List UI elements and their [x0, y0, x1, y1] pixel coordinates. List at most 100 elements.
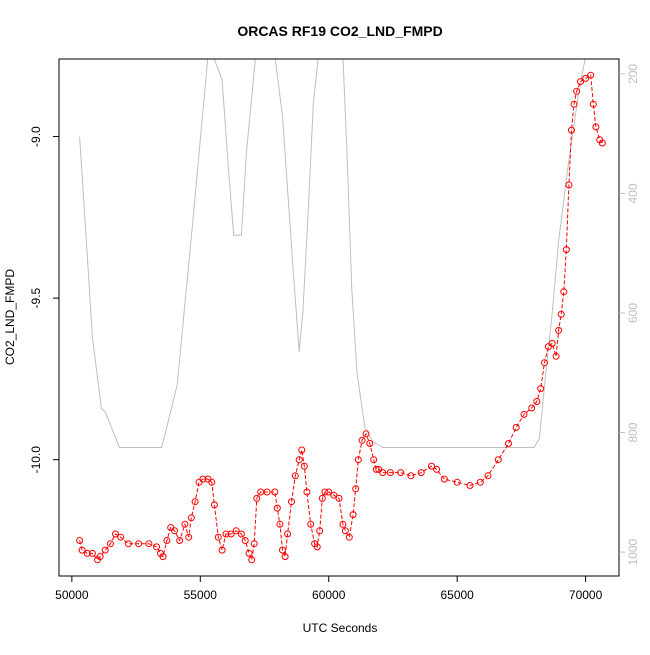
- y2-axis: 200 400 600 800 1000: [619, 64, 640, 565]
- data-point: [250, 540, 258, 548]
- data-point: [466, 482, 474, 489]
- data-point: [303, 488, 311, 496]
- data-point: [330, 491, 338, 499]
- data-point: [453, 478, 461, 486]
- data-point: [318, 494, 326, 502]
- x-axis-label: UTC Seconds: [303, 621, 378, 635]
- data-point: [565, 181, 573, 189]
- data-point: [520, 410, 528, 418]
- data-point: [339, 520, 347, 528]
- data-point: [552, 352, 560, 360]
- y-tick-label: -9.0: [29, 126, 43, 147]
- data-point: [494, 456, 502, 464]
- y-axis: -10.0 -9.5 -9.0: [29, 126, 59, 473]
- data-point: [505, 440, 512, 447]
- data-point: [181, 520, 189, 528]
- y-tick-label: -9.5: [29, 287, 43, 308]
- data-point: [232, 527, 240, 535]
- data-point: [241, 537, 249, 544]
- data-point: [548, 339, 556, 347]
- data-point: [440, 475, 448, 483]
- data-point: [112, 530, 119, 538]
- secondary-series-line: [79, 59, 586, 448]
- chart-title: ORCAS RF19 CO2_LND_FMPD: [237, 23, 442, 39]
- data-point: [227, 530, 235, 538]
- main-series-layer: [76, 71, 606, 564]
- data-point: [379, 469, 387, 477]
- y2-tick-label: 400: [626, 183, 640, 203]
- y2-tick-label: 1000: [626, 538, 640, 565]
- data-point: [570, 100, 578, 108]
- secondary-series-layer: [79, 59, 586, 448]
- data-point: [237, 530, 245, 538]
- data-point: [214, 533, 222, 541]
- data-point: [153, 543, 161, 551]
- y-tick-label: -10.0: [29, 446, 43, 474]
- data-point: [349, 511, 357, 519]
- data-point: [276, 520, 284, 528]
- x-axis: 50000 55000 60000 65000 70000: [55, 576, 603, 602]
- main-series-line: [79, 74, 603, 562]
- y-axis-label: CO2_LND_FMPD: [3, 269, 17, 365]
- data-point: [528, 404, 536, 412]
- plot-frame: [58, 58, 620, 577]
- data-point: [76, 537, 84, 544]
- data-point: [218, 546, 226, 554]
- data-point: [159, 553, 167, 561]
- data-point: [253, 494, 261, 502]
- data-point: [533, 398, 541, 405]
- data-point: [271, 488, 279, 496]
- data-point: [298, 446, 306, 454]
- data-point: [433, 465, 441, 473]
- data-point: [210, 501, 218, 509]
- data-point: [171, 527, 179, 535]
- data-point: [560, 288, 568, 296]
- x-tick-label: 70000: [569, 588, 603, 602]
- data-point: [428, 462, 435, 470]
- data-point: [557, 310, 565, 318]
- data-point: [78, 546, 86, 554]
- data-point: [96, 553, 104, 561]
- data-point: [106, 540, 114, 548]
- data-point: [300, 462, 308, 470]
- data-point: [248, 556, 256, 564]
- data-point: [185, 533, 193, 541]
- data-point: [397, 469, 405, 477]
- data-point: [291, 472, 299, 480]
- data-point: [592, 123, 600, 131]
- x-tick-label: 55000: [184, 588, 218, 602]
- data-point: [88, 549, 96, 557]
- data-point: [562, 246, 570, 254]
- data-point: [341, 527, 349, 535]
- data-point: [295, 456, 303, 464]
- data-point: [273, 504, 281, 512]
- data-point: [263, 488, 271, 496]
- data-point: [370, 456, 378, 464]
- data-point: [512, 423, 520, 431]
- data-point: [191, 498, 199, 506]
- data-point: [372, 465, 380, 473]
- data-point: [321, 488, 329, 496]
- data-point: [345, 533, 353, 541]
- data-point: [325, 488, 333, 496]
- data-point: [417, 469, 425, 477]
- data-point: [101, 546, 109, 554]
- data-point: [598, 139, 606, 147]
- x-tick-label: 65000: [440, 588, 474, 602]
- data-point: [352, 485, 360, 493]
- data-point: [354, 456, 362, 464]
- data-point: [279, 546, 286, 554]
- data-point: [313, 543, 321, 551]
- data-point: [187, 514, 195, 522]
- data-point: [541, 359, 548, 367]
- data-point: [163, 537, 171, 544]
- data-point: [83, 549, 91, 557]
- data-point: [366, 440, 374, 447]
- data-point: [284, 530, 292, 538]
- data-point: [573, 87, 581, 95]
- data-point: [589, 100, 597, 108]
- data-point: [245, 549, 253, 557]
- y2-tick-label: 200: [626, 64, 640, 84]
